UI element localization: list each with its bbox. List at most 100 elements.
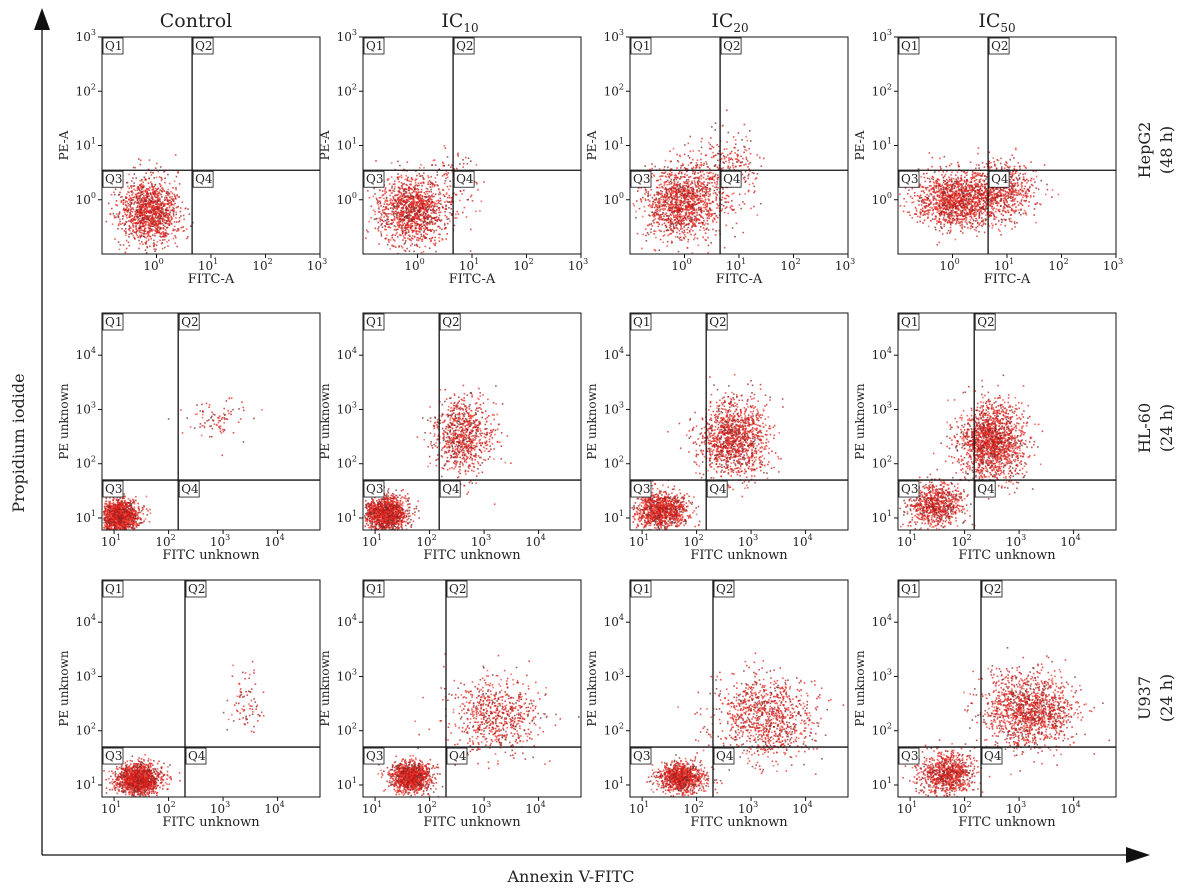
- data-point: [664, 193, 666, 196]
- data-point: [691, 197, 694, 200]
- data-point: [657, 193, 660, 196]
- data-point: [989, 188, 991, 190]
- data-point: [148, 159, 151, 161]
- data-point: [640, 199, 642, 201]
- data-point: [427, 217, 429, 220]
- data-point: [721, 203, 723, 206]
- data-point: [125, 182, 128, 184]
- data-point: [390, 162, 393, 164]
- data-point: [157, 199, 160, 202]
- data-point: [443, 145, 446, 147]
- data-point: [660, 203, 663, 206]
- data-point: [162, 239, 164, 241]
- data-point: [132, 196, 134, 199]
- data-point: [397, 198, 399, 201]
- data-point: [702, 236, 704, 239]
- data-point: [389, 239, 392, 241]
- data-point: [134, 237, 136, 240]
- data-point: [927, 216, 929, 218]
- data-point: [133, 196, 135, 198]
- data-point: [164, 203, 167, 205]
- data-point: [692, 223, 695, 226]
- data-point: [713, 175, 716, 178]
- data-point: [712, 221, 714, 223]
- data-point: [677, 204, 679, 207]
- data-point: [930, 202, 932, 205]
- data-point: [401, 195, 404, 197]
- data-point: [723, 205, 725, 207]
- data-point: [402, 229, 404, 232]
- data-point: [971, 173, 974, 176]
- data-point: [413, 196, 415, 198]
- data-point: [408, 200, 410, 203]
- data-point: [418, 198, 421, 201]
- data-point: [420, 233, 422, 236]
- data-point: [687, 185, 690, 187]
- data-point: [165, 235, 168, 237]
- data-point: [167, 203, 169, 205]
- data-point: [175, 198, 177, 200]
- data-point: [159, 197, 161, 199]
- data-point: [149, 222, 152, 225]
- data-point: [161, 220, 164, 223]
- data-point: [410, 176, 413, 179]
- data-point: [702, 176, 705, 179]
- data-point: [169, 222, 172, 224]
- data-point: [386, 243, 389, 246]
- data-point: [411, 188, 413, 191]
- data-point: [400, 245, 403, 248]
- data-point: [158, 218, 160, 220]
- data-point: [964, 195, 967, 198]
- data-point: [160, 193, 162, 196]
- data-point: [128, 228, 130, 231]
- data-point: [703, 181, 705, 183]
- data-point: [684, 182, 687, 184]
- data-point: [406, 247, 408, 250]
- data-point: [669, 174, 672, 177]
- data-point: [399, 188, 401, 190]
- data-point: [167, 188, 169, 191]
- data-point: [632, 203, 635, 205]
- data-point: [135, 230, 138, 233]
- data-point: [429, 206, 431, 209]
- data-point: [670, 191, 673, 194]
- data-point: [139, 194, 142, 197]
- data-point: [405, 201, 407, 204]
- data-point: [665, 220, 668, 222]
- data-point: [960, 212, 962, 214]
- data-point: [659, 178, 662, 181]
- data-point: [145, 191, 147, 193]
- data-point: [680, 175, 682, 178]
- data-point: [172, 198, 175, 200]
- data-point: [433, 209, 435, 212]
- data-point: [438, 188, 440, 191]
- data-point: [138, 208, 141, 211]
- data-point: [139, 243, 141, 245]
- data-point: [404, 192, 406, 195]
- data-point: [403, 201, 406, 203]
- data-point: [393, 217, 396, 220]
- data-point: [982, 223, 985, 226]
- data-point: [705, 163, 708, 165]
- data-point: [696, 237, 699, 240]
- data-point: [405, 229, 407, 231]
- data-point: [697, 207, 700, 210]
- data-point: [450, 166, 452, 168]
- data-point: [401, 232, 404, 235]
- data-point: [147, 210, 150, 212]
- data-point: [153, 221, 155, 224]
- data-points: [365, 145, 485, 255]
- data-point: [689, 187, 692, 189]
- data-point: [151, 230, 154, 232]
- data-point: [141, 219, 143, 221]
- data-point: [687, 209, 690, 211]
- data-point: [413, 209, 416, 211]
- data-point: [966, 194, 968, 196]
- y-axis-label: PE-A: [57, 130, 71, 160]
- data-point: [433, 195, 435, 198]
- data-point: [434, 203, 436, 206]
- data-point: [661, 190, 663, 193]
- data-point: [431, 183, 434, 186]
- data-point: [162, 233, 165, 235]
- data-point: [122, 244, 125, 246]
